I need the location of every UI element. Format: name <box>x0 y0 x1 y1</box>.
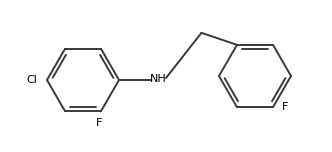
Text: F: F <box>96 118 102 128</box>
Text: NH: NH <box>150 74 166 84</box>
Text: F: F <box>282 102 289 112</box>
Text: Cl: Cl <box>26 75 37 85</box>
